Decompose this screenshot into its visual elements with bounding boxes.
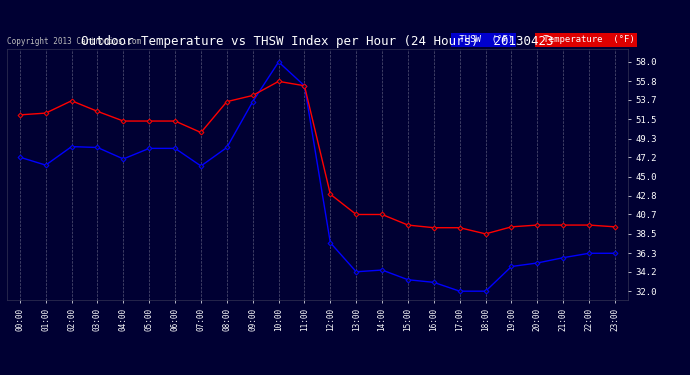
Text: Temperature  (°F): Temperature (°F) (538, 36, 635, 45)
Text: Copyright 2013 Cartronics.com: Copyright 2013 Cartronics.com (7, 37, 141, 46)
Title: Outdoor Temperature vs THSW Index per Hour (24 Hours)  20130423: Outdoor Temperature vs THSW Index per Ho… (81, 34, 553, 48)
Text: THSW  (°F): THSW (°F) (454, 36, 513, 45)
